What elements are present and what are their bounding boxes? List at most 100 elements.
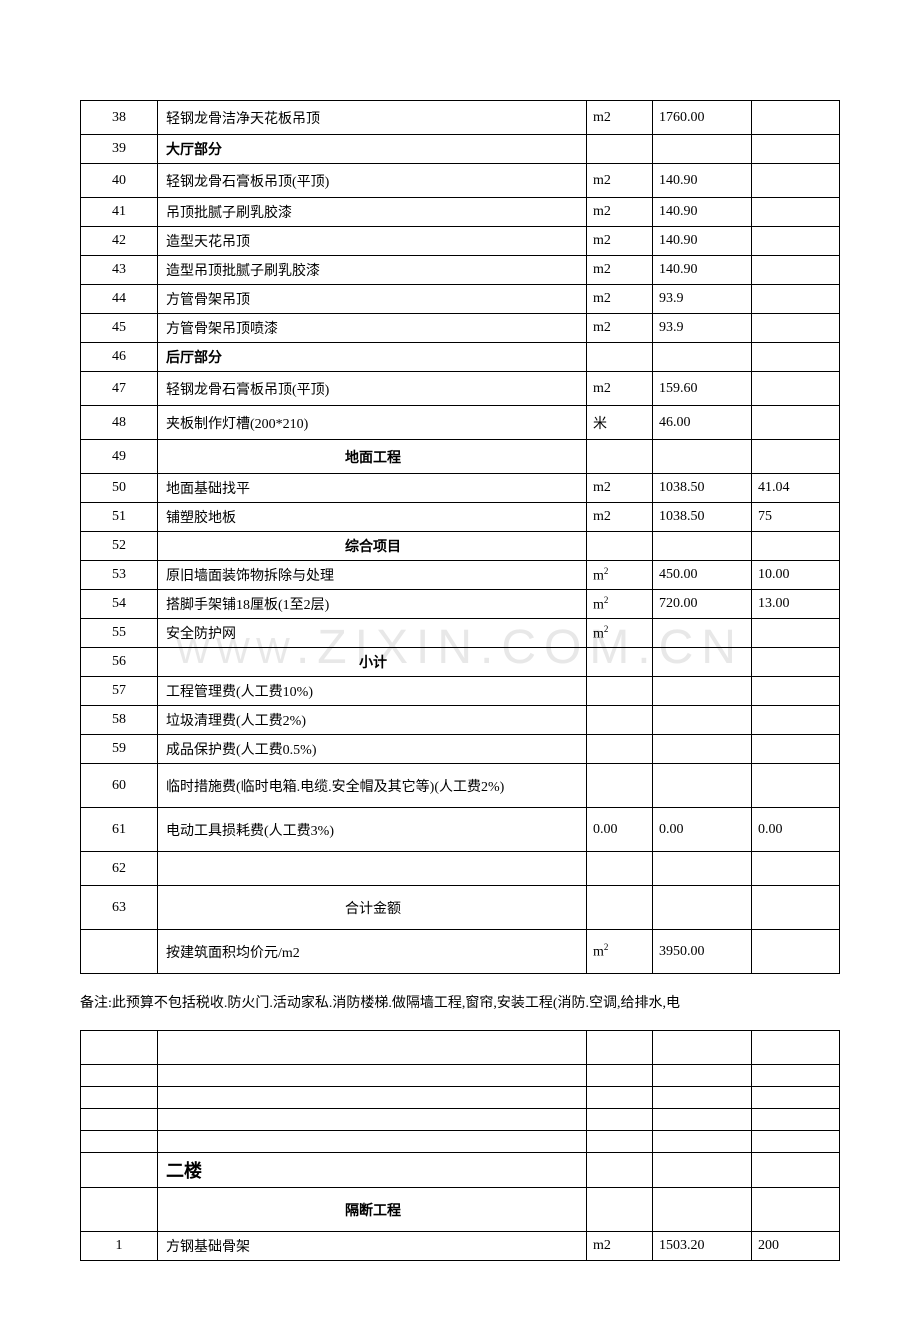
table-row: 54搭脚手架铺18厘板(1至2层)m2720.0013.00 <box>81 590 840 619</box>
cell <box>587 648 653 677</box>
cell: 46 <box>81 343 158 372</box>
cell: 40 <box>81 164 158 198</box>
cell <box>158 1131 587 1153</box>
cell: 10.00 <box>752 561 840 590</box>
cell: 大厅部分 <box>158 135 587 164</box>
cell <box>158 1087 587 1109</box>
cell <box>653 735 752 764</box>
table-row <box>81 1109 840 1131</box>
cell: 47 <box>81 372 158 406</box>
cell: 方管骨架吊顶 <box>158 285 587 314</box>
cell <box>752 677 840 706</box>
table-row: 按建筑面积均价元/m2m23950.00 <box>81 930 840 974</box>
cell: 53 <box>81 561 158 590</box>
cell: 63 <box>81 886 158 930</box>
table-row: 二楼 <box>81 1153 840 1188</box>
table-row <box>81 1087 840 1109</box>
cell: 38 <box>81 101 158 135</box>
cell: 原旧墙面装饰物拆除与处理 <box>158 561 587 590</box>
cell: 61 <box>81 808 158 852</box>
cell: 720.00 <box>653 590 752 619</box>
cell: m2 <box>587 164 653 198</box>
cell: 轻钢龙骨石膏板吊顶(平顶) <box>158 164 587 198</box>
table-row: 44方管骨架吊顶m293.9 <box>81 285 840 314</box>
cell <box>653 764 752 808</box>
cell: 造型天花吊顶 <box>158 227 587 256</box>
cell <box>752 135 840 164</box>
cell <box>653 135 752 164</box>
cell <box>752 343 840 372</box>
cell <box>752 227 840 256</box>
cell: 140.90 <box>653 256 752 285</box>
cell <box>653 706 752 735</box>
cell <box>587 1031 653 1065</box>
table-row: 57工程管理费(人工费10%) <box>81 677 840 706</box>
cell: 安全防护网 <box>158 619 587 648</box>
cell <box>752 1153 840 1188</box>
budget-table-1: 38轻钢龙骨洁净天花板吊顶m21760.0039大厅部分40轻钢龙骨石膏板吊顶(… <box>80 100 840 974</box>
cell: m2 <box>587 101 653 135</box>
cell: 39 <box>81 135 158 164</box>
cell: 后厅部分 <box>158 343 587 372</box>
budget-table-2: 二楼隔断工程1方钢基础骨架m21503.20200 <box>80 1030 840 1261</box>
cell <box>752 1109 840 1131</box>
table-row: 59成品保护费(人工费0.5%) <box>81 735 840 764</box>
cell: 62 <box>81 852 158 886</box>
cell: 140.90 <box>653 227 752 256</box>
cell: m2 <box>587 227 653 256</box>
cell <box>587 1109 653 1131</box>
cell <box>653 1065 752 1087</box>
cell: 1038.50 <box>653 474 752 503</box>
cell <box>752 930 840 974</box>
cell: 小计 <box>158 648 587 677</box>
cell <box>158 1065 587 1087</box>
cell <box>653 677 752 706</box>
cell <box>752 164 840 198</box>
cell <box>587 1153 653 1188</box>
cell: m2 <box>587 314 653 343</box>
table-row: 43造型吊顶批腻子刷乳胶漆m2140.90 <box>81 256 840 285</box>
cell <box>587 1087 653 1109</box>
table-row: 41吊顶批腻子刷乳胶漆m2140.90 <box>81 198 840 227</box>
cell: 140.90 <box>653 164 752 198</box>
cell: 93.9 <box>653 314 752 343</box>
cell <box>158 852 587 886</box>
cell: 51 <box>81 503 158 532</box>
cell: 轻钢龙骨石膏板吊顶(平顶) <box>158 372 587 406</box>
cell <box>158 1109 587 1131</box>
cell: 地面工程 <box>158 440 587 474</box>
cell <box>752 256 840 285</box>
cell <box>752 648 840 677</box>
cell <box>653 886 752 930</box>
table-row: 53原旧墙面装饰物拆除与处理m2450.0010.00 <box>81 561 840 590</box>
cell <box>653 1087 752 1109</box>
cell: 综合项目 <box>158 532 587 561</box>
cell <box>653 648 752 677</box>
cell: m2 <box>587 474 653 503</box>
cell <box>653 852 752 886</box>
cell <box>752 735 840 764</box>
cell <box>653 1188 752 1232</box>
table-row: 48夹板制作灯槽(200*210)米46.00 <box>81 406 840 440</box>
cell <box>587 1065 653 1087</box>
cell: 41.04 <box>752 474 840 503</box>
table-row: 51铺塑胶地板m21038.5075 <box>81 503 840 532</box>
cell <box>752 372 840 406</box>
cell: 1503.20 <box>653 1232 752 1261</box>
cell <box>752 406 840 440</box>
cell <box>81 1087 158 1109</box>
cell <box>653 532 752 561</box>
cell <box>752 1065 840 1087</box>
cell: 轻钢龙骨洁净天花板吊顶 <box>158 101 587 135</box>
cell: 工程管理费(人工费10%) <box>158 677 587 706</box>
cell: m2 <box>587 503 653 532</box>
cell: m2 <box>587 285 653 314</box>
cell: 49 <box>81 440 158 474</box>
cell <box>752 198 840 227</box>
cell: 成品保护费(人工费0.5%) <box>158 735 587 764</box>
cell <box>587 886 653 930</box>
cell <box>752 619 840 648</box>
table-row: 52综合项目 <box>81 532 840 561</box>
cell <box>587 1131 653 1153</box>
table-row: 49地面工程 <box>81 440 840 474</box>
